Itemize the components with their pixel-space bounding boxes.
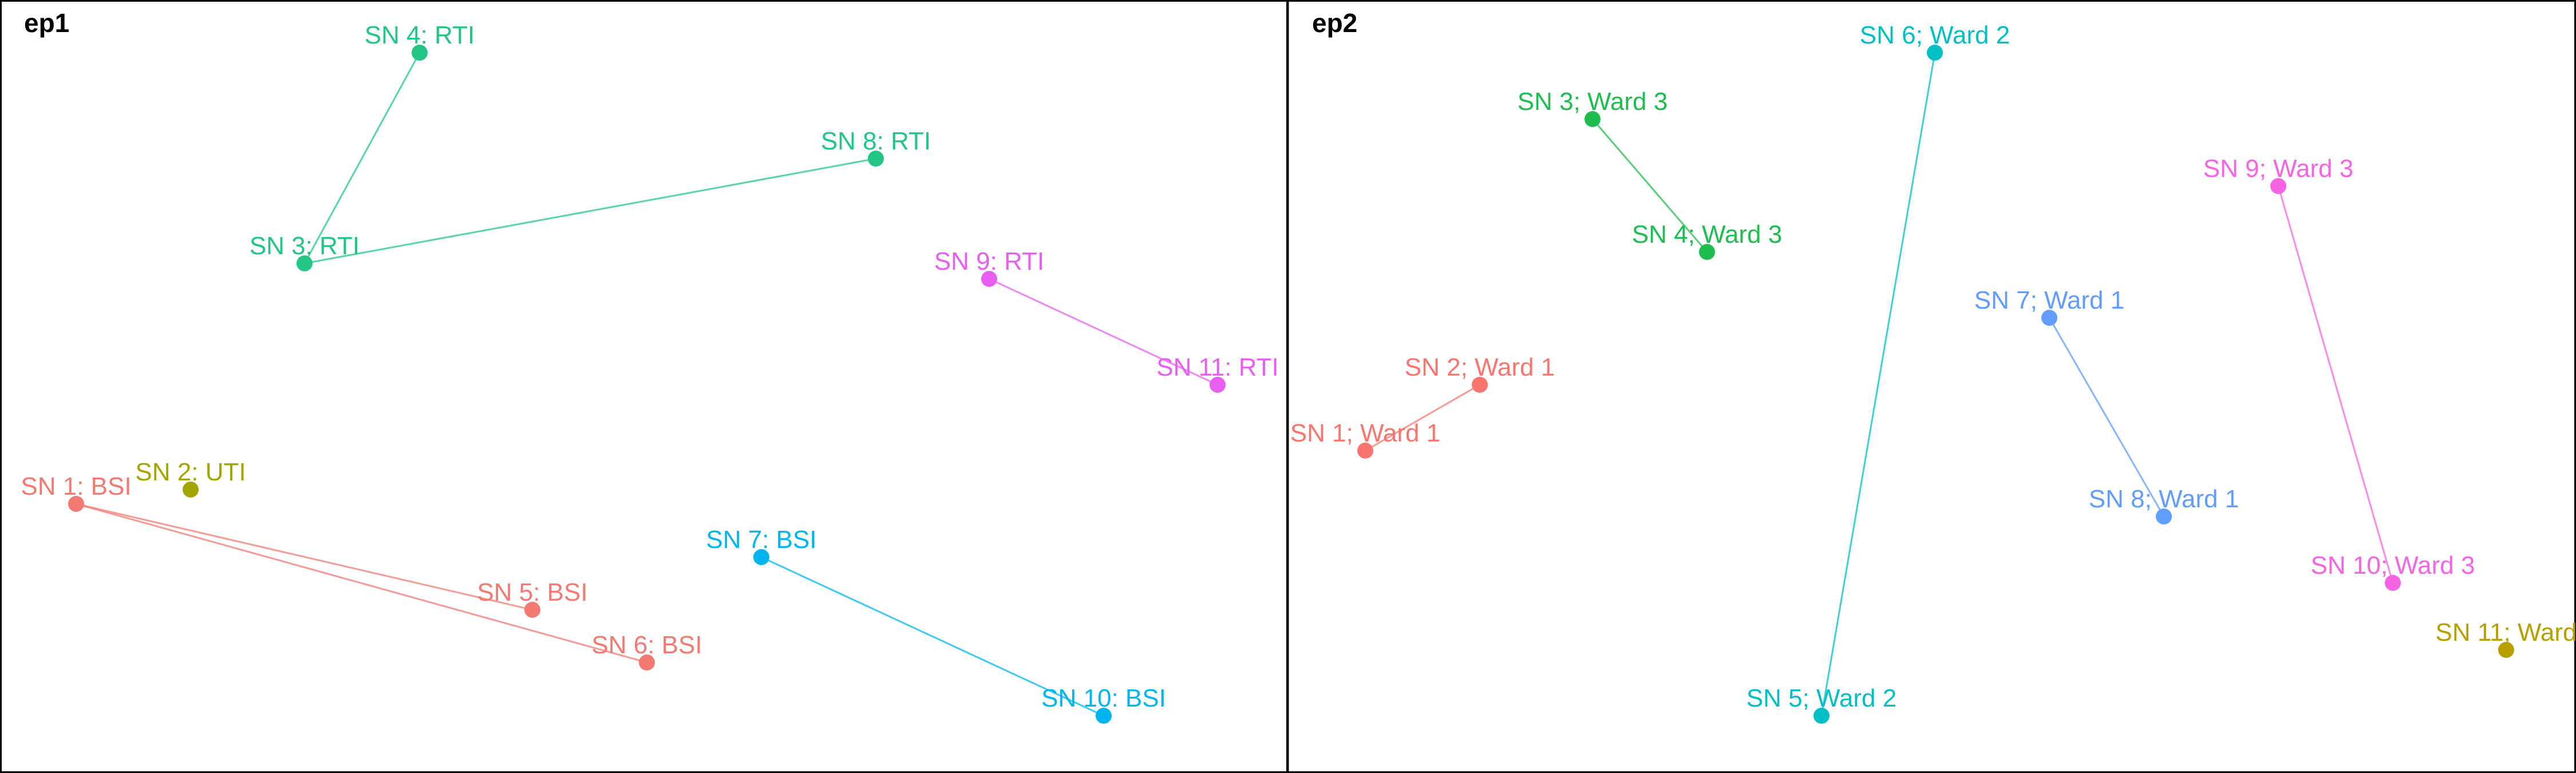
ep2-edge-sn7-sn8 [2048, 317, 2165, 517]
ep1-node-sn6[interactable] [639, 654, 655, 671]
ep1-node-sn9[interactable] [981, 271, 997, 287]
ep1-node-sn7[interactable] [753, 549, 769, 565]
panel-ep1-edges [76, 52, 1218, 717]
panel-ep2-frame [1287, 0, 2576, 773]
ep1-edge-sn7-sn10 [761, 556, 1104, 717]
ep1-node-sn2[interactable] [183, 482, 199, 498]
ep1-node-label-sn2: SN 2: UTI [135, 458, 246, 486]
ep1-node-label-sn9: SN 9: RTI [934, 247, 1044, 275]
ep1-node-sn8[interactable] [868, 151, 884, 167]
ep1-edge-sn4-sn3 [303, 52, 421, 264]
ep1-node-label-sn10: SN 10: BSI [1041, 684, 1166, 712]
ep2-edge-sn9-sn10 [2277, 186, 2394, 583]
ep1-node-label-sn7: SN 7: BSI [706, 526, 816, 554]
ep1-node-label-sn4: SN 4: RTI [365, 21, 475, 49]
ep2-node-sn2[interactable] [1472, 377, 1488, 393]
ep2-node-sn9[interactable] [2270, 178, 2286, 194]
ep2-node-sn11[interactable] [2498, 642, 2514, 658]
ep2-node-sn4[interactable] [1699, 244, 1715, 260]
panel-ep2-edges [1365, 52, 2394, 716]
ep1-node-label-sn11: SN 11: RTI [1156, 353, 1279, 381]
ep1-edge-sn1-sn5 [76, 503, 533, 611]
ep2-node-sn6[interactable] [1927, 45, 1943, 61]
ep2-node-label-sn6: SN 6; Ward 2 [1860, 21, 2010, 49]
panel-ep2-nodes: SN 6; Ward 2 SN 3; Ward 3 SN 4; Ward 3 SN 9… [1290, 21, 2576, 724]
ep2-node-sn1[interactable] [1357, 443, 1373, 459]
panel-ep1-nodes: SN 4: RTI SN 8: RTI SN 3: RTI SN 9: RTI SN 1… [21, 21, 1279, 724]
ep2-node-label-sn8: SN 8; Ward 1 [2089, 485, 2239, 513]
ep2-node-label-sn11: SN 11; Ward [2436, 618, 2576, 646]
ep1-node-label-sn8: SN 8: RTI [821, 127, 931, 155]
ep2-node-sn5[interactable] [1814, 708, 1830, 724]
ep1-node-sn10[interactable] [1096, 708, 1112, 724]
panel-ep2-title: ep2 [1312, 8, 1357, 38]
ep1-edge-sn3-sn8 [304, 157, 876, 265]
panel-ep1: ep1 SN 4: RTI SN 8: RTI SN 3: RTI SN 9: RTI… [0, 0, 1288, 773]
ep2-node-label-sn4: SN 4; Ward 3 [1632, 220, 1782, 249]
ep2-node-sn8[interactable] [2156, 508, 2172, 524]
ep1-edge-sn9-sn11 [989, 278, 1218, 386]
ep1-node-sn5[interactable] [524, 602, 540, 618]
ep1-node-sn1[interactable] [68, 496, 84, 512]
ep2-edge-sn3-sn4 [1591, 119, 1708, 253]
ep1-node-label-sn1: SN 1: BSI [21, 472, 131, 500]
ep1-node-sn4[interactable] [412, 45, 428, 61]
ep2-edge-sn2-sn1 [1365, 384, 1480, 452]
ep2-node-label-sn3: SN 3; Ward 3 [1518, 88, 1668, 116]
panel-ep2: ep2 SN 6; Ward 2 SN 3; Ward 3 SN 4; Ward 3… [1287, 0, 2576, 773]
ep1-node-sn3[interactable] [297, 255, 313, 271]
panel-ep1-title: ep1 [24, 8, 69, 38]
ep2-node-label-sn10: SN 10; Ward 3 [2311, 551, 2475, 579]
ep2-node-label-sn2: SN 2; Ward 1 [1405, 353, 1555, 381]
ep2-node-label-sn7: SN 7; Ward 1 [1974, 286, 2124, 314]
ep2-edge-sn6-sn5 [1820, 52, 1936, 716]
ep1-node-label-sn5: SN 5: BSI [477, 578, 587, 606]
ep1-edge-sn1-sn6 [76, 503, 647, 664]
ep2-node-sn7[interactable] [2041, 310, 2057, 326]
ep2-node-label-sn9: SN 9; Ward 3 [2203, 155, 2353, 183]
ep2-node-label-sn5: SN 5; Ward 2 [1747, 684, 1897, 712]
ep1-node-label-sn6: SN 6: BSI [591, 631, 702, 659]
ep2-node-sn10[interactable] [2385, 575, 2401, 591]
ep2-node-sn3[interactable] [1585, 111, 1601, 127]
ep2-node-label-sn1: SN 1; Ward 1 [1290, 419, 1440, 447]
ep1-node-label-sn3: SN 3: RTI [250, 232, 359, 260]
ep1-node-sn11[interactable] [1210, 377, 1226, 393]
